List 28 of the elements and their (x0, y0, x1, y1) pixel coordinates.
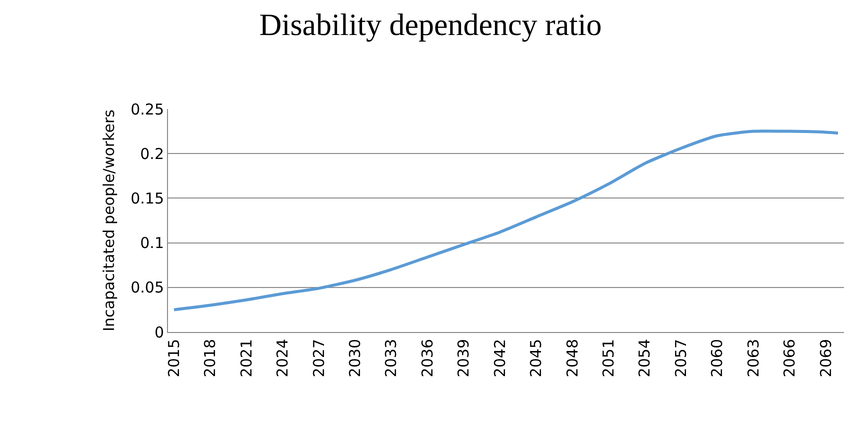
chart-title: Disability dependency ratio (259, 6, 602, 42)
x-tick-label: 2054 (636, 339, 654, 378)
x-tick-label: 2030 (346, 339, 364, 378)
x-tick-label: 2069 (816, 339, 835, 378)
y-tick-label: 0.25 (130, 100, 164, 118)
x-tick-label: 2021 (237, 339, 256, 378)
x-tick-label: 2024 (274, 339, 292, 378)
x-tick-label: 2045 (527, 339, 546, 378)
x-tick-label: 2063 (744, 339, 762, 378)
y-tick-label: 0.2 (140, 144, 164, 163)
x-tick-label: 2042 (490, 339, 509, 378)
line-series (172, 130, 840, 312)
y-tick-label: 0.15 (130, 189, 164, 208)
y-tick-label: 0.1 (140, 234, 164, 252)
y-axis-title: Incapacitated people/workers (100, 109, 118, 332)
y-tick-label: 0 (154, 323, 164, 342)
x-tick-label: 2033 (382, 339, 400, 378)
x-tick-label: 2027 (310, 339, 328, 378)
x-tick-label: 2066 (780, 339, 799, 378)
x-tick-label: 2057 (672, 339, 690, 378)
x-tick-label: 2018 (201, 339, 220, 378)
y-tick-label: 0.05 (130, 278, 164, 297)
x-tick-label: 2051 (599, 339, 618, 378)
x-tick-label: 2036 (418, 339, 436, 378)
x-tick-label: 2048 (563, 339, 582, 378)
x-tick-label: 2039 (454, 339, 473, 378)
x-tick-label: 2015 (164, 339, 183, 378)
x-tick-label: 2060 (708, 339, 726, 378)
